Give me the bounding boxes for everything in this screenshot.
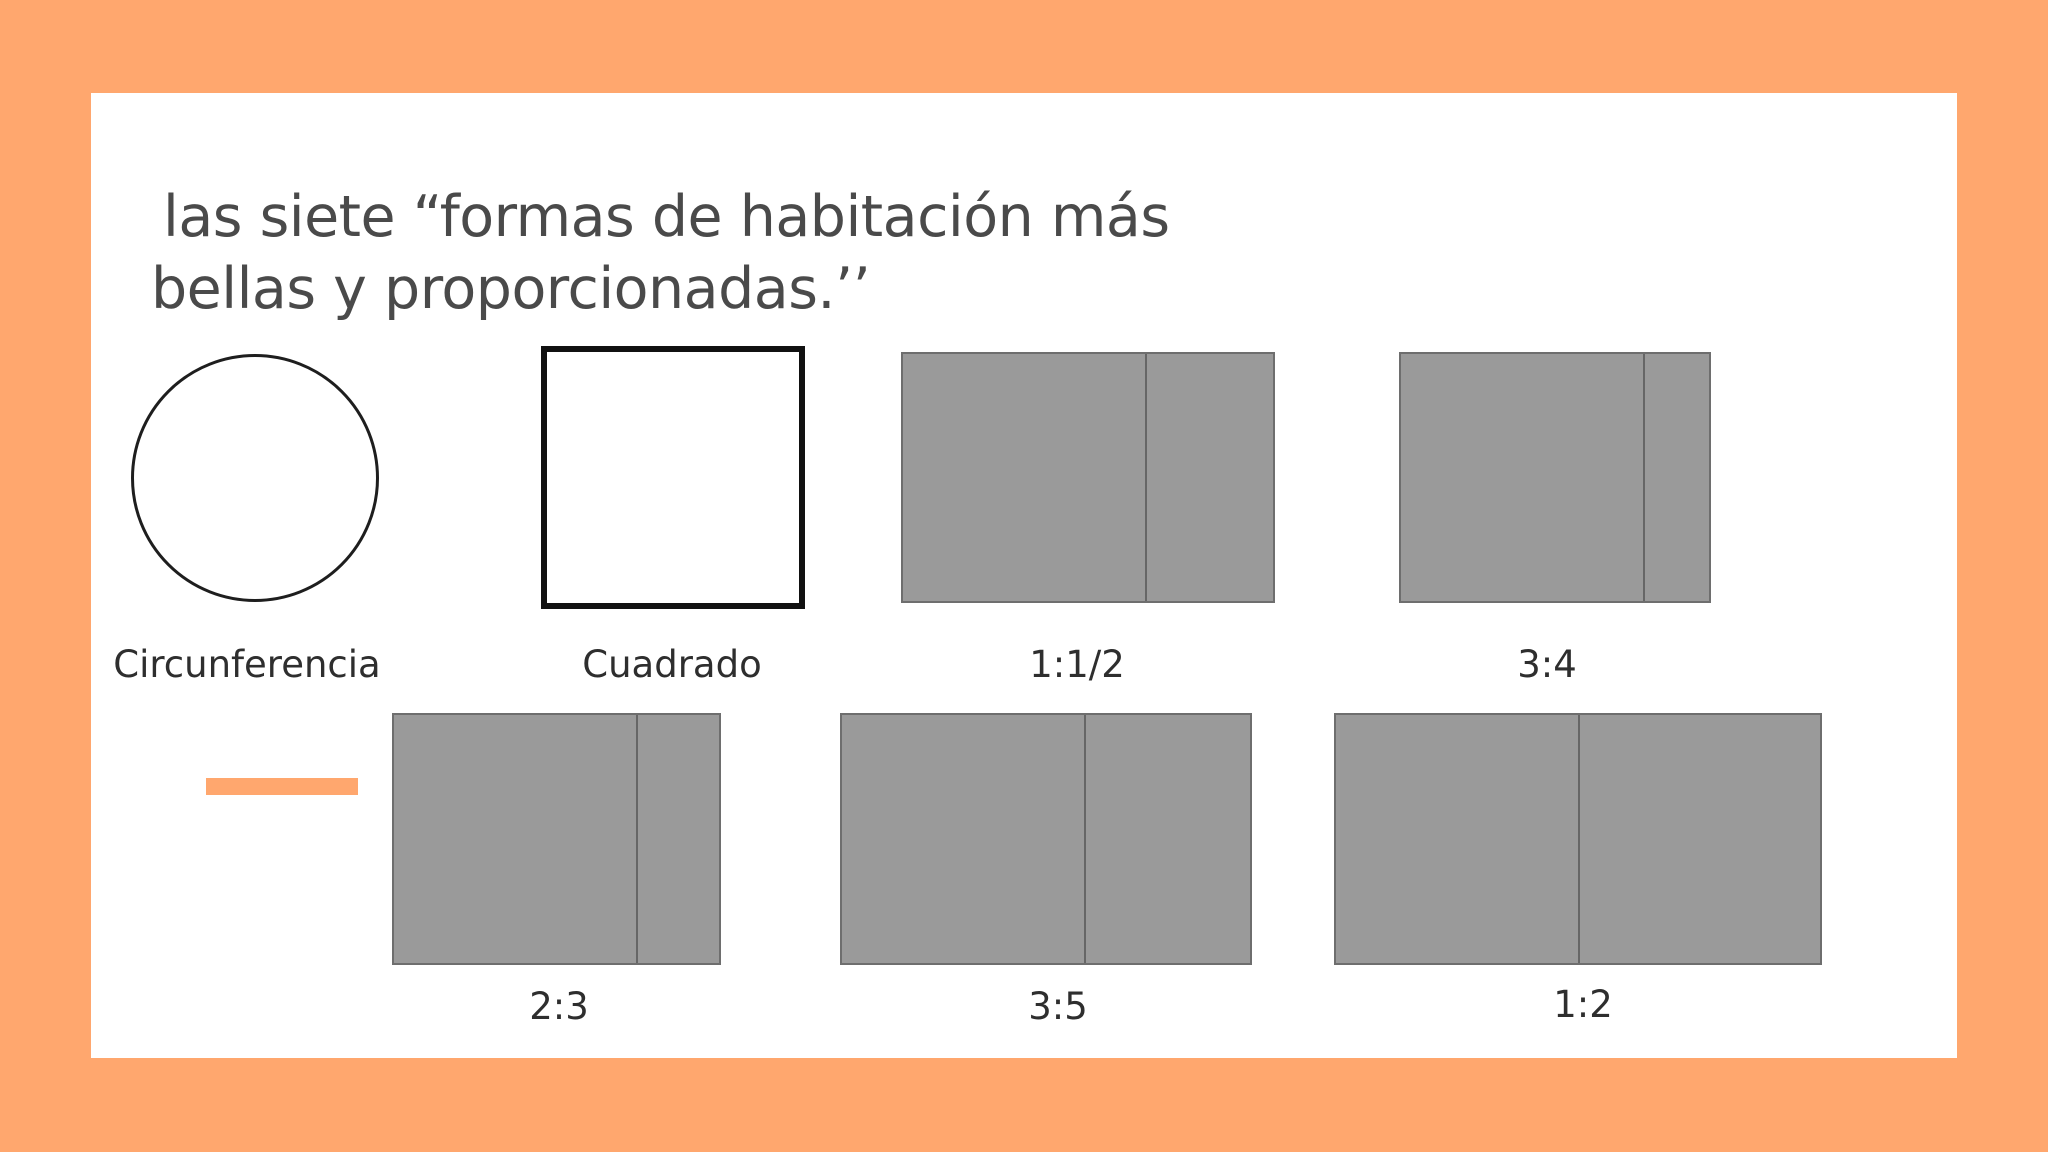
rectangle-1-1-2 — [901, 352, 1275, 603]
rectangle-divider — [1578, 715, 1580, 963]
accent-bar — [206, 778, 358, 795]
rectangle-divider — [636, 715, 638, 963]
rectangle-1-2 — [1334, 713, 1822, 965]
rectangle-2-3 — [392, 713, 721, 965]
square-shape — [541, 346, 805, 609]
square-label: Cuadrado — [582, 643, 762, 686]
rectangle-divider — [1145, 354, 1147, 601]
circle-shape — [131, 354, 379, 602]
circle-label: Circunferencia — [113, 643, 381, 686]
slide-title-line-1: las siete “formas de habitación más — [163, 184, 1170, 250]
ratio-1-1-2-label: 1:1/2 — [1029, 643, 1125, 686]
ratio-2-3-label: 2:3 — [529, 985, 589, 1028]
rectangle-3-5 — [840, 713, 1252, 965]
rectangle-divider — [1643, 354, 1645, 601]
slide-title-line-2: bellas y proporcionadas.’’ — [151, 256, 871, 322]
ratio-3-4-label: 3:4 — [1517, 643, 1577, 686]
slide-card: las siete “formas de habitación más bell… — [91, 93, 1957, 1058]
ratio-3-5-label: 3:5 — [1028, 985, 1088, 1028]
slide-title: las siete “formas de habitación más bell… — [151, 181, 1170, 325]
rectangle-divider — [1084, 715, 1086, 963]
rectangle-3-4 — [1399, 352, 1711, 603]
ratio-1-2-label: 1:2 — [1553, 983, 1613, 1026]
